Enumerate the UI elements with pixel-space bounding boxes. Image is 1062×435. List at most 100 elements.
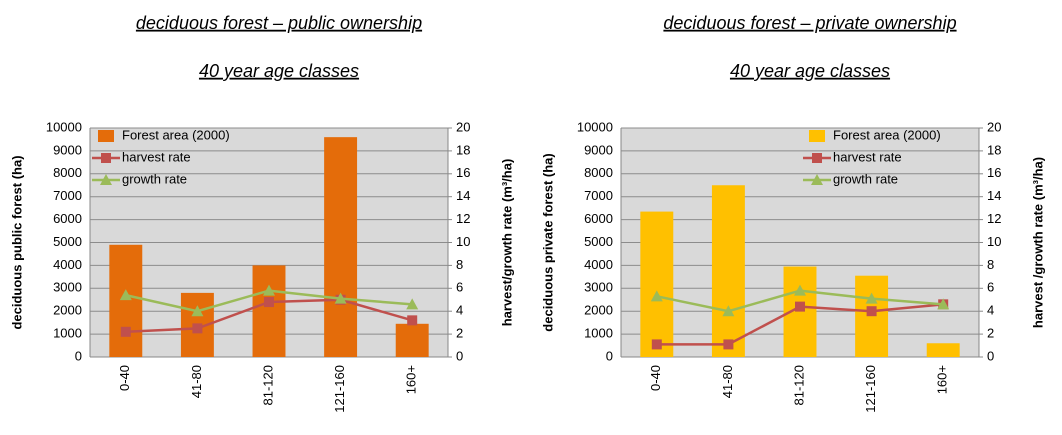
x-tick-label: 121-160	[332, 365, 347, 413]
marker	[651, 339, 662, 350]
y-tick-label: 6000	[53, 211, 82, 226]
marker	[407, 315, 418, 326]
bar	[252, 265, 286, 357]
x-tick-label: 41-80	[720, 365, 735, 398]
legend-label: harvest rate	[833, 149, 902, 164]
y-tick-label: 8000	[584, 165, 613, 180]
bar	[855, 275, 889, 357]
y-tick-label: 1000	[584, 326, 613, 341]
y-tick-label: 0	[606, 348, 613, 363]
marker	[794, 284, 806, 296]
y2-tick-label: 14	[456, 188, 470, 203]
y-tick-label: 5000	[53, 234, 82, 249]
marker	[120, 326, 131, 337]
y2-tick-label: 12	[456, 211, 470, 226]
legend-label: harvest rate	[122, 149, 191, 164]
marker	[866, 306, 877, 317]
y2-tick-label: 12	[987, 211, 1001, 226]
y-tick-label: 10000	[46, 119, 82, 134]
y2-tick-label: 0	[987, 348, 994, 363]
y2-axis-label: harvest /growth rate (m³/ha)	[1030, 157, 1045, 328]
y2-tick-label: 20	[456, 119, 470, 134]
legend-label: Forest area (2000)	[122, 127, 230, 142]
chart-subtitle: 40 year age classes	[199, 61, 359, 81]
y2-tick-label: 2	[456, 326, 463, 341]
legend-label: Forest area (2000)	[833, 127, 941, 142]
y-tick-label: 2000	[53, 303, 82, 318]
x-tick-label: 81-120	[791, 365, 806, 405]
bar	[109, 244, 143, 357]
bar	[324, 137, 358, 357]
x-tick-label: 160+	[935, 365, 950, 394]
chart-title: deciduous forest – private ownership	[663, 13, 956, 33]
legend-marker	[811, 174, 823, 185]
y2-tick-label: 18	[456, 142, 470, 157]
y-tick-label: 7000	[53, 188, 82, 203]
y2-tick-label: 2	[987, 326, 994, 341]
x-tick-label: 121-160	[863, 365, 878, 413]
y2-tick-label: 4	[456, 303, 463, 318]
y-tick-label: 9000	[53, 142, 82, 157]
y2-tick-label: 8	[456, 257, 463, 272]
marker	[334, 292, 347, 304]
y2-tick-label: 20	[987, 119, 1001, 134]
chart-subtitle: 40 year age classes	[730, 61, 890, 81]
x-tick-label: 0-40	[117, 365, 132, 391]
y-axis-label: deciduous private forest (ha)	[540, 153, 555, 331]
y-tick-label: 9000	[584, 142, 613, 157]
marker	[865, 292, 878, 304]
y2-tick-label: 6	[456, 280, 463, 295]
y-tick-label: 1000	[53, 326, 82, 341]
x-tick-label: 41-80	[189, 365, 204, 398]
bar	[711, 185, 745, 357]
marker	[723, 339, 734, 350]
marker	[795, 301, 805, 312]
y2-tick-label: 8	[987, 257, 994, 272]
y2-tick-label: 14	[987, 188, 1001, 203]
marker	[722, 305, 735, 317]
marker	[264, 297, 274, 308]
marker	[192, 323, 203, 334]
legend-label: growth rate	[122, 171, 187, 186]
bar	[640, 211, 674, 357]
y-axis-label: deciduous public forest (ha)	[9, 155, 24, 329]
y2-tick-label: 16	[456, 165, 470, 180]
y-tick-label: 4000	[53, 257, 82, 272]
y-tick-label: 2000	[584, 303, 613, 318]
y2-axis-label: harvest/growth rate (m³/ha)	[499, 159, 514, 327]
y2-tick-label: 18	[987, 142, 1001, 157]
y2-tick-label: 10	[987, 234, 1001, 249]
legend-swatch	[809, 130, 825, 142]
y-tick-label: 3000	[53, 280, 82, 295]
y2-tick-label: 0	[456, 348, 463, 363]
marker	[119, 289, 132, 301]
legend-marker	[101, 153, 111, 163]
y-tick-label: 3000	[584, 280, 613, 295]
y-tick-label: 5000	[584, 234, 613, 249]
bar	[926, 343, 960, 357]
marker	[406, 298, 419, 310]
x-tick-label: 81-120	[260, 365, 275, 405]
legend-label: growth rate	[833, 171, 898, 186]
legend-marker	[100, 174, 112, 185]
y2-tick-label: 16	[987, 165, 1001, 180]
y2-tick-label: 6	[987, 280, 994, 295]
marker	[650, 290, 663, 302]
y-tick-label: 10000	[577, 119, 613, 134]
legend-swatch	[98, 130, 114, 142]
y2-tick-label: 4	[987, 303, 994, 318]
y-tick-label: 6000	[584, 211, 613, 226]
y-tick-label: 8000	[53, 165, 82, 180]
legend-marker	[812, 153, 822, 163]
marker	[937, 298, 950, 310]
marker	[191, 305, 204, 317]
marker	[263, 284, 275, 296]
y-tick-label: 0	[75, 348, 82, 363]
y2-tick-label: 10	[456, 234, 470, 249]
chart-title: deciduous forest – public ownership	[136, 13, 422, 33]
x-tick-label: 0-40	[648, 365, 663, 391]
bar	[395, 323, 429, 357]
y-tick-label: 7000	[584, 188, 613, 203]
